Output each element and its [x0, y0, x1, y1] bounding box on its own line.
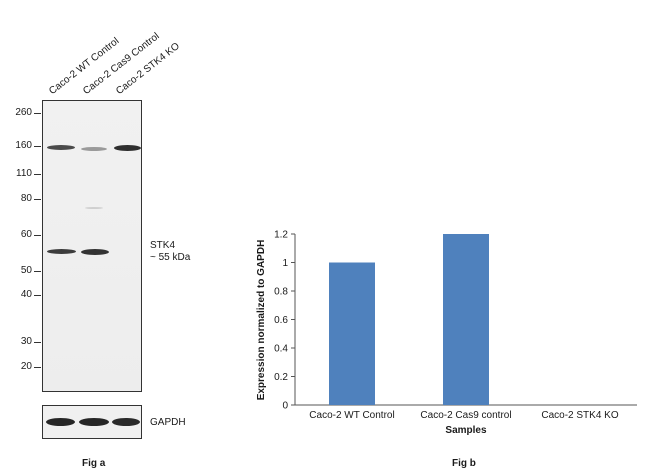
mw-260: 260 — [15, 107, 32, 118]
band-gapdh-lane-3 — [112, 418, 140, 426]
fig-b-caption: Fig b — [452, 458, 476, 469]
mw-30: 30 — [20, 336, 32, 347]
x-category-label: Caco-2 STK4 KO — [541, 410, 618, 421]
bar-1 — [329, 262, 375, 405]
fig-a-caption: Fig a — [82, 458, 106, 469]
gapdh-label: GAPDH — [150, 417, 186, 428]
band-160-lane-3 — [114, 145, 141, 151]
y-tick-label: 0 — [282, 401, 288, 412]
mw-tick-50 — [34, 271, 41, 272]
band-gapdh-lane-2 — [79, 418, 109, 426]
mw-tick-40 — [34, 295, 41, 296]
stk4-size-label: ~ 55 kDa — [150, 252, 191, 263]
mw-110: 110 — [16, 168, 32, 179]
band-stk4-lane-1 — [47, 249, 76, 254]
chart-x-categories: Caco-2 WT Control Caco-2 Cas9 control Caco… — [309, 410, 619, 421]
y-tick-label: 1.2 — [274, 230, 288, 241]
mw-tick-110 — [34, 174, 41, 175]
mw-tick-80 — [34, 199, 41, 200]
mw-tick-60 — [34, 235, 41, 236]
mw-tick-160 — [34, 146, 41, 147]
band-faint-lane-2 — [85, 207, 103, 209]
western-blot-panel — [42, 100, 142, 392]
band-stk4-lane-2 — [81, 249, 109, 255]
gapdh-blot-panel — [42, 405, 142, 439]
mw-60: 60 — [20, 229, 32, 240]
y-tick-label: 0.2 — [274, 372, 288, 383]
mw-40: 40 — [20, 289, 32, 300]
stk4-label: STK4 — [150, 240, 176, 251]
mw-tick-30 — [34, 342, 41, 343]
x-category-label: Caco-2 Cas9 control — [420, 410, 511, 421]
expression-bar-chart: Expression normalized to GAPDH 0 0.2 0.4 0.… — [256, 230, 637, 436]
chart-bars — [329, 234, 489, 405]
mw-80: 80 — [20, 193, 32, 204]
y-tick-label: 1 — [282, 258, 288, 269]
chart-y-ticks: 0 0.2 0.4 0.6 0.8 1 1.2 — [274, 230, 295, 412]
mw-20: 20 — [20, 361, 32, 372]
band-gapdh-lane-1 — [46, 418, 75, 426]
band-160-lane-2 — [81, 147, 107, 151]
band-160-lane-1 — [47, 145, 75, 150]
chart-x-axis-label: Samples — [445, 425, 487, 436]
mw-tick-20 — [34, 367, 41, 368]
chart-y-axis-label: Expression normalized to GAPDH — [256, 240, 267, 401]
y-tick-label: 0.8 — [274, 287, 288, 298]
mw-50: 50 — [20, 265, 32, 276]
mw-tick-260 — [34, 113, 41, 114]
y-tick-label: 0.4 — [274, 344, 288, 355]
bar-2 — [443, 234, 489, 405]
x-category-label: Caco-2 WT Control — [309, 410, 394, 421]
mw-160: 160 — [15, 140, 32, 151]
y-tick-label: 0.6 — [274, 315, 288, 326]
